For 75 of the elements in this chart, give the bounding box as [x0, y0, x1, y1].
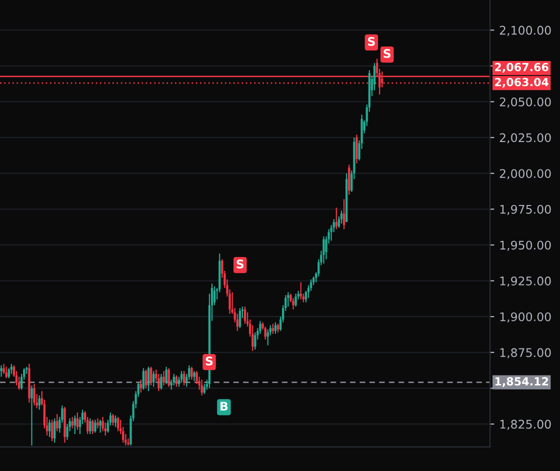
candlestick: [0, 364, 2, 378]
ref-line-label: 1,854.12: [495, 377, 548, 387]
candlestick: [54, 418, 56, 444]
candlestick: [182, 370, 186, 386]
candlestick: [5, 366, 8, 379]
candlestick: [287, 292, 290, 308]
candlestick: [175, 374, 178, 388]
candlestick: [244, 306, 246, 324]
candlestick: [71, 416, 74, 429]
candlestick: [342, 198, 346, 230]
candlestick: [96, 418, 99, 429]
candlestick: [152, 370, 155, 388]
candlestick: [2, 363, 5, 374]
annotation: S: [368, 36, 375, 46]
candlestick: [116, 416, 120, 432]
annotation: S: [384, 49, 390, 58]
candlestick: [160, 373, 162, 390]
y-tick-label: 2,100.00: [500, 26, 551, 36]
candlestick: [180, 370, 183, 384]
ref-line-label: 2,067.66: [495, 62, 548, 73]
y-tick-label: 2,025.00: [500, 133, 551, 144]
y-tick-label: 1,975.00: [500, 204, 551, 216]
candlestick: [264, 326, 266, 340]
candlestick: [356, 134, 358, 164]
candlestick: [76, 412, 79, 430]
annotation: S: [206, 356, 213, 366]
candlestick: [94, 419, 96, 434]
y-tick-label: 1,900.00: [500, 312, 551, 322]
candlestick: [8, 368, 10, 379]
candlestick: [74, 414, 76, 435]
candlestick: [190, 366, 193, 380]
candlestick: [340, 210, 343, 224]
candlestick: [172, 373, 175, 386]
candlestick: [127, 438, 130, 446]
candlestick: [89, 418, 92, 435]
candlestick: [200, 379, 203, 396]
ref-line-label: 2,063.04: [495, 78, 548, 88]
candlestick: [322, 236, 325, 264]
candlestick: [203, 383, 206, 395]
candlestick: [254, 332, 256, 350]
candlestick: [238, 307, 241, 329]
candlestick: [33, 383, 36, 406]
candlestick: [142, 368, 145, 390]
candlestick: [38, 394, 40, 410]
y-tick-label: 1,825.00: [500, 420, 551, 430]
candlestick: [348, 164, 350, 196]
y-tick-label: 1,875.00: [500, 348, 551, 358]
candlestick: [165, 366, 168, 384]
candlestick: [272, 323, 274, 334]
candlestick: [300, 282, 302, 300]
y-tick-label: 1,925.00: [500, 276, 551, 287]
candlestick: [30, 384, 33, 446]
y-tick-label: 2,000.00: [500, 169, 551, 180]
candlestick: [162, 370, 165, 386]
candlestick: [193, 370, 196, 382]
candlestick: [335, 207, 338, 230]
candlestick: [294, 293, 297, 308]
candlestick: [274, 322, 277, 334]
y-tick-label: 2,050.00: [500, 97, 551, 108]
candlestick: [50, 419, 54, 442]
candlestick: [158, 373, 160, 392]
candlestick: [150, 366, 152, 386]
candlestick: [292, 297, 294, 310]
candlestick: [56, 413, 58, 432]
annotation: S: [236, 260, 244, 268]
candlestick: [92, 419, 94, 435]
candlestick: [102, 416, 104, 432]
annotation: B: [220, 402, 228, 410]
candlestick: [168, 368, 170, 388]
candlestick: [144, 369, 148, 389]
candlestick: [48, 419, 51, 438]
candlestick: [99, 419, 102, 434]
y-tick-label: 1,950.00: [500, 240, 551, 251]
candlestick: [147, 366, 150, 392]
candlestick: [112, 413, 114, 426]
